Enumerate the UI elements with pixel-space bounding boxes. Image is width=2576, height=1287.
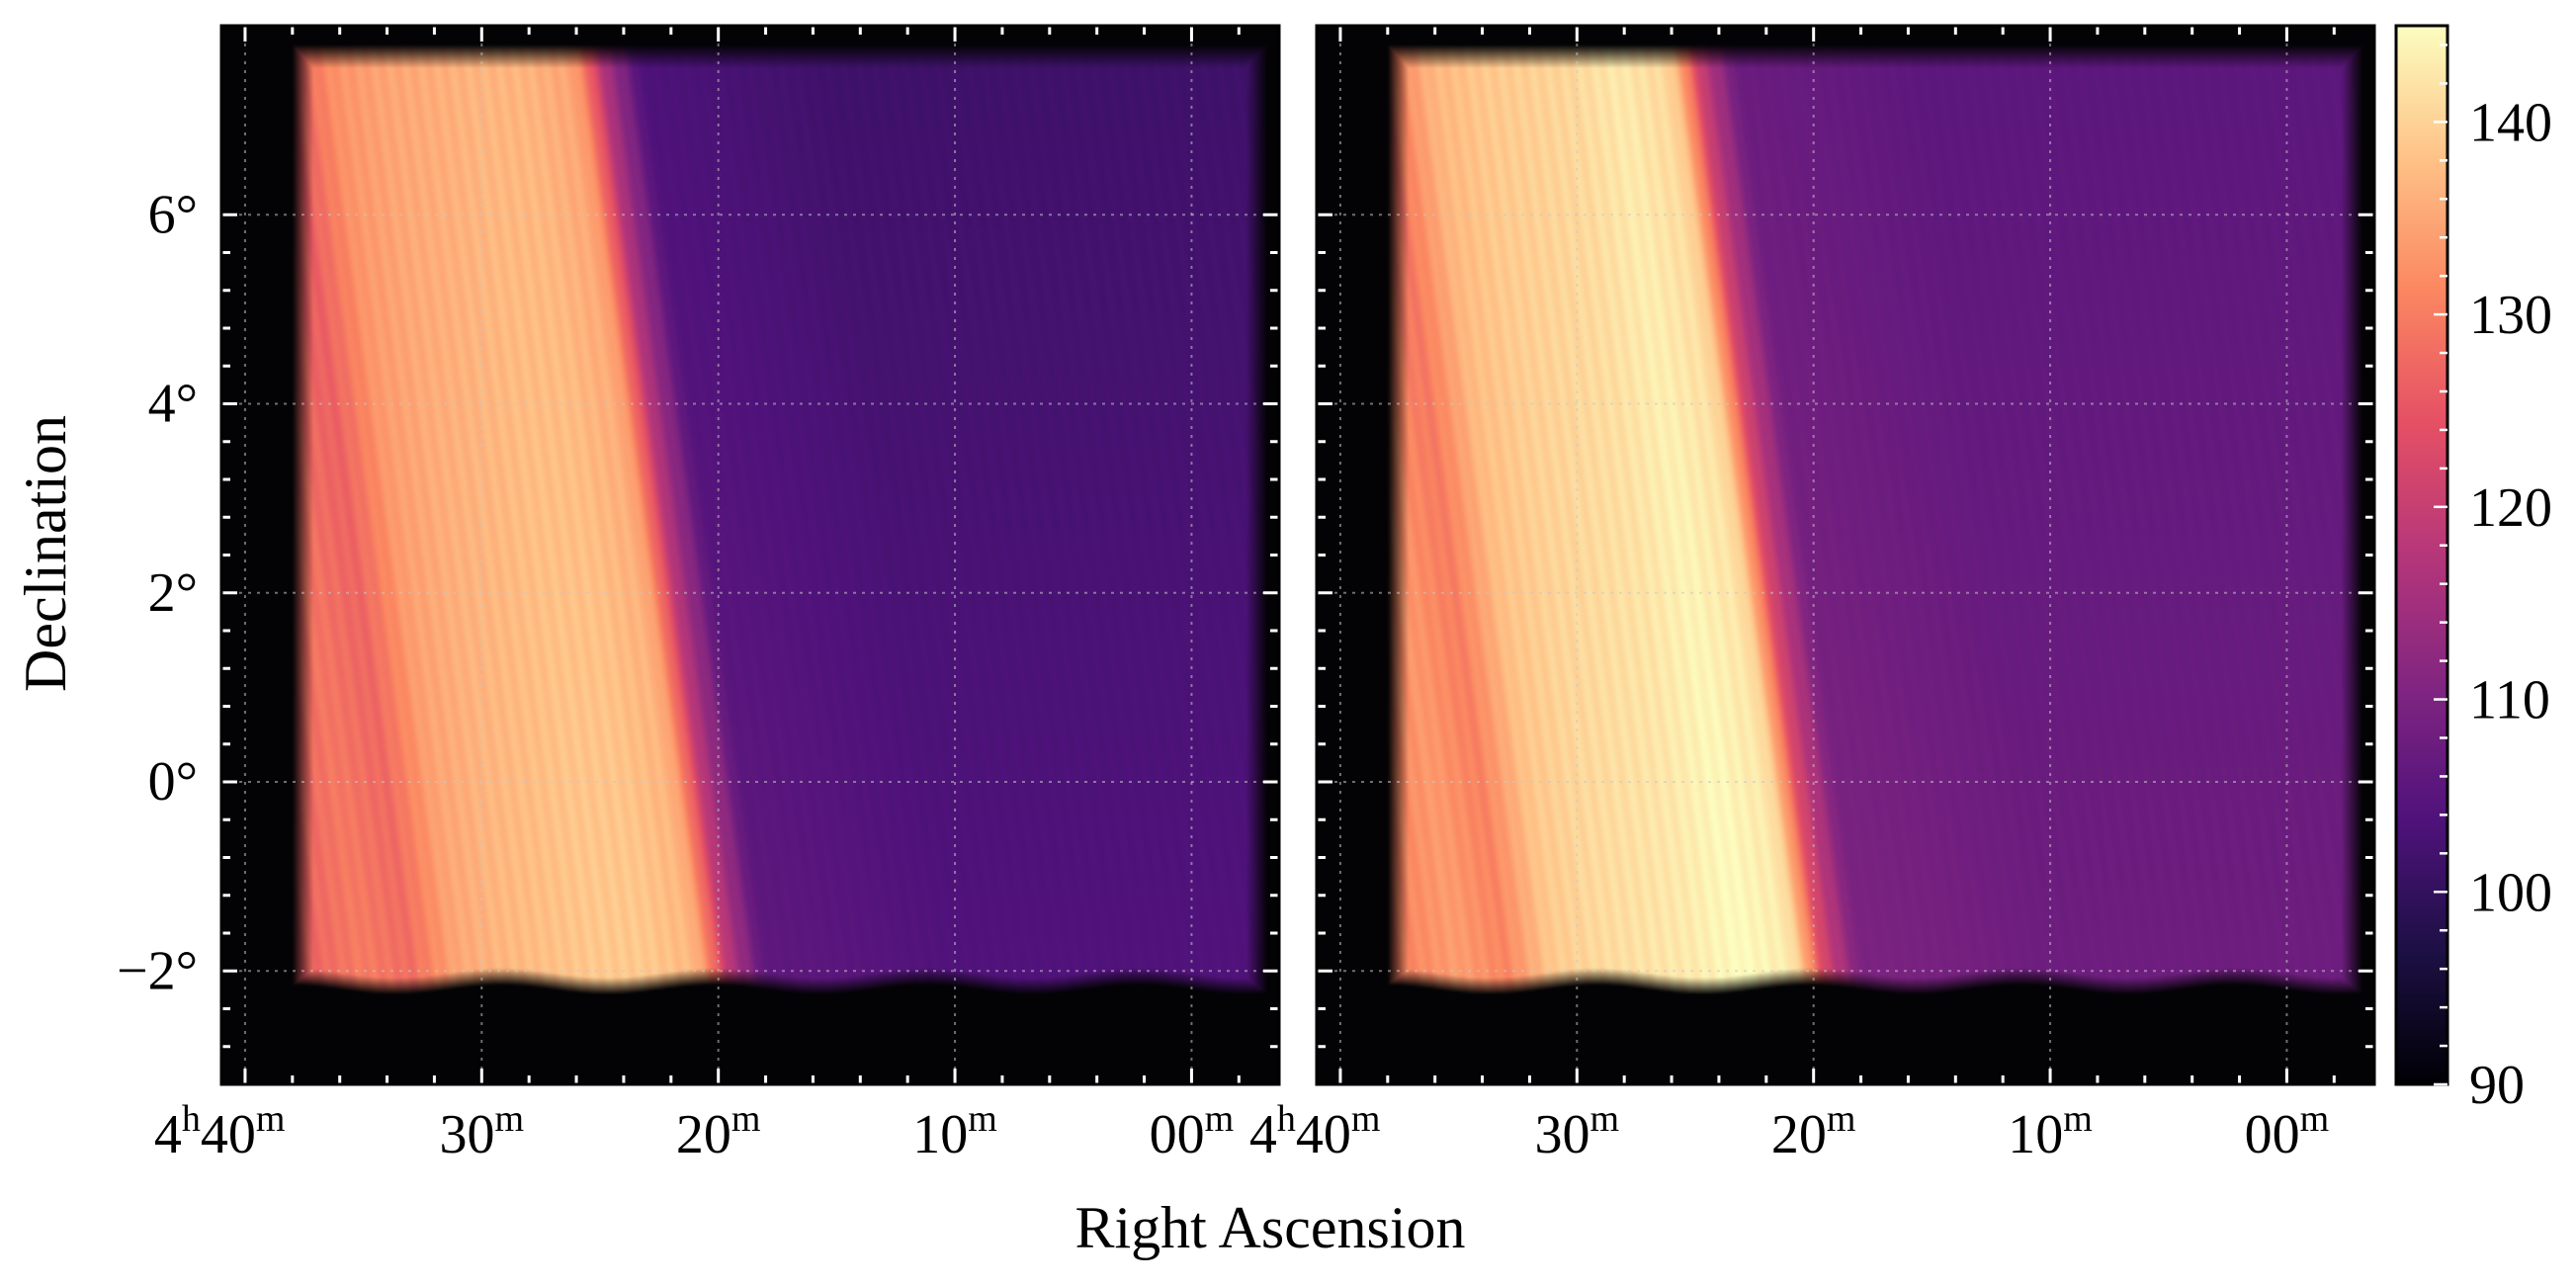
x-tick-labels: 4h40m 30m 20m 10m 00m 4h40m 30m 20m 10m 00m (154, 1098, 2329, 1165)
right-panel-frame (1315, 24, 2376, 1086)
x-tick-label: 10m (2008, 1098, 2093, 1165)
colorbar: 90 100 110 120 130 140 (2394, 24, 2552, 1116)
colorbar-tick-label: 130 (2469, 285, 2552, 346)
colorbar-frame (2394, 24, 2449, 1086)
colorbar-tick-label: 110 (2469, 670, 2550, 731)
x-tick-label: 10m (912, 1098, 997, 1165)
colorbar-tick-label: 90 (2469, 1055, 2525, 1116)
left-panel-grid (221, 26, 1279, 1084)
y-tick-label: −2° (117, 940, 198, 1001)
y-tick-label: 4° (148, 374, 198, 435)
x-tick-label: 4h40m (154, 1098, 286, 1165)
y-axis-title: Declination (13, 415, 78, 692)
left-panel (219, 24, 1281, 1086)
right-panel (1315, 24, 2376, 1086)
y-tick-label: 0° (148, 751, 198, 813)
x-axis-title: Right Ascension (1074, 1195, 1465, 1260)
x-tick-label: 30m (1535, 1098, 1620, 1165)
colorbar-gradient (2396, 26, 2447, 1084)
colorbar-tick-label: 140 (2469, 92, 2552, 153)
x-tick-label: 20m (1771, 1098, 1856, 1165)
colorbar-tick-label: 100 (2469, 862, 2552, 923)
left-panel-frame (219, 24, 1281, 1086)
right-panel-grid (1317, 26, 2374, 1084)
x-tick-label: 4h40m (1249, 1098, 1381, 1165)
colorbar-ticks: 90 100 110 120 130 140 (2434, 43, 2552, 1116)
y-tick-label: 6° (148, 184, 198, 245)
x-tick-label: 00m (2245, 1098, 2330, 1165)
y-tick-labels: 6° 4° 2° 0° −2° (117, 184, 198, 1001)
right-panel-heatmap (1317, 26, 2374, 1084)
left-panel-heatmap (221, 26, 1279, 1084)
x-tick-label: 20m (676, 1098, 761, 1165)
x-tick-label: 00m (1150, 1098, 1235, 1165)
colorbar-tick-label: 120 (2469, 477, 2552, 539)
y-tick-label: 2° (148, 562, 198, 624)
x-tick-label: 30m (440, 1098, 525, 1165)
